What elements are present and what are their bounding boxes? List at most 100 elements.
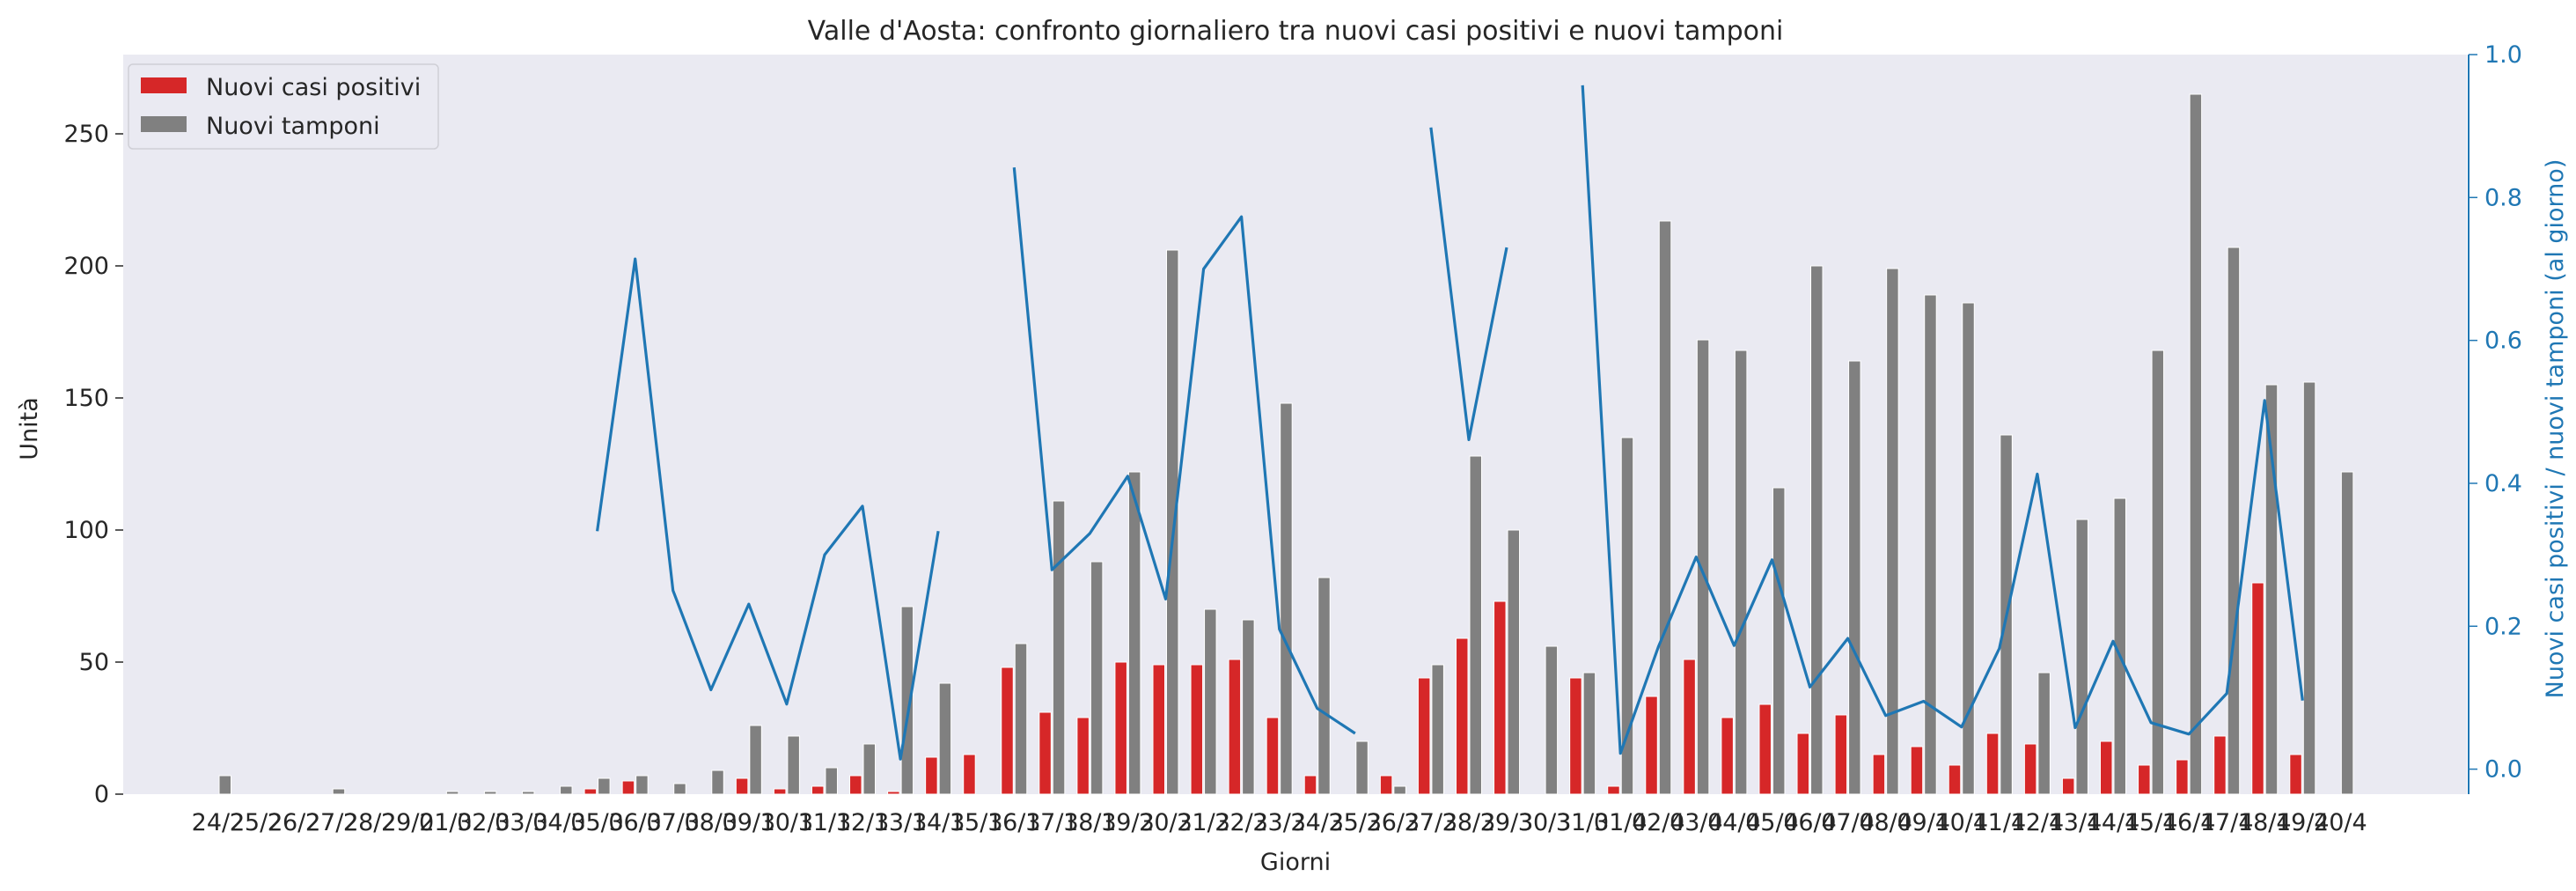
bar-positivi-28/3 <box>1455 637 1469 795</box>
legend-box <box>128 63 439 150</box>
legend-swatch-tamponi <box>141 116 187 132</box>
y2tick-label-0.6: 0.6 <box>2484 328 2522 355</box>
y2tick-label-0.8: 0.8 <box>2484 184 2522 211</box>
bar-tamponi-11/3 <box>825 767 838 795</box>
bar-tamponi-26/3 <box>1393 785 1406 795</box>
bar-positivi-07/4 <box>1834 714 1848 795</box>
bar-tamponi-08/4 <box>1886 268 1899 795</box>
bar-tamponi-03/3 <box>521 791 535 795</box>
bar-tamponi-13/4 <box>2075 519 2088 795</box>
bar-positivi-24/3 <box>1303 775 1317 795</box>
xtick-label-17/3: 17/3 <box>1025 809 1079 836</box>
bar-positivi-18/4 <box>2251 582 2264 795</box>
bar-positivi-06/3 <box>621 780 635 795</box>
xtick-label-07/3: 07/3 <box>646 809 700 836</box>
bar-tamponi-29/3 <box>1507 529 1521 795</box>
bar-positivi-22/3 <box>1228 659 1242 795</box>
bar-positivi-17/4 <box>2213 735 2227 795</box>
bar-tamponi-21/3 <box>1204 608 1217 795</box>
xtick-label-05/3: 05/3 <box>570 809 624 836</box>
xtick-label-01/4: 01/4 <box>1594 809 1648 836</box>
xtick-label-10/3: 10/3 <box>760 809 814 836</box>
ytick-label-250: 250 <box>63 121 109 148</box>
bar-tamponi-05/3 <box>598 777 611 795</box>
y2tick-label-0.0: 0.0 <box>2484 756 2522 784</box>
xtick-label-15/3: 15/3 <box>950 809 1003 836</box>
xtick-label-20/4: 20/4 <box>2314 809 2367 836</box>
bar-positivi-13/3 <box>887 791 900 795</box>
xtick-label-01/3: 01/3 <box>419 809 473 836</box>
xtick-label-09/4: 09/4 <box>1897 809 1950 836</box>
xtick-label-16/3: 16/3 <box>987 809 1041 836</box>
bar-tamponi-20/3 <box>1166 249 1179 795</box>
bar-tamponi-07/4 <box>1848 360 1861 795</box>
x-axis-label: Giorni <box>1260 849 1331 876</box>
y2tick-label-1.0: 1.0 <box>2484 41 2522 69</box>
ytick-label-150: 150 <box>63 385 109 412</box>
bar-tamponi-04/3 <box>560 785 573 795</box>
bar-tamponi-01/4 <box>1620 437 1634 795</box>
xtick-label-03/3: 03/3 <box>495 809 548 836</box>
bar-tamponi-06/4 <box>1810 265 1824 795</box>
xtick-label-27/2: 27/2 <box>305 809 359 836</box>
xtick-label-28/3: 28/3 <box>1442 809 1496 836</box>
bar-tamponi-05/4 <box>1772 487 1786 795</box>
bar-tamponi-01/3 <box>445 791 459 795</box>
bar-tamponi-19/3 <box>1127 471 1141 795</box>
bar-tamponi-09/4 <box>1924 294 1937 795</box>
xtick-label-11/3: 11/3 <box>798 809 852 836</box>
legend-label-positivi: Nuovi casi positivi <box>206 74 421 101</box>
bar-positivi-09/4 <box>1910 746 1924 795</box>
bar-tamponi-10/4 <box>1962 302 1975 795</box>
xtick-label-13/4: 13/4 <box>2049 809 2103 836</box>
bar-tamponi-22/3 <box>1242 619 1255 795</box>
bar-positivi-11/3 <box>811 785 825 795</box>
xtick-label-14/3: 14/3 <box>912 809 965 836</box>
xtick-label-31/3: 31/3 <box>1556 809 1610 836</box>
xtick-label-30/3: 30/3 <box>1518 809 1572 836</box>
bar-positivi-12/4 <box>2023 743 2037 795</box>
bar-tamponi-18/3 <box>1090 561 1104 795</box>
bar-positivi-16/3 <box>1001 666 1014 795</box>
bar-positivi-19/3 <box>1114 661 1127 795</box>
xtick-label-27/3: 27/3 <box>1405 809 1458 836</box>
legend: Nuovi casi positivi Nuovi tamponi <box>128 63 439 150</box>
y-axis-label: Unità <box>16 397 43 460</box>
bar-positivi-02/4 <box>1645 696 1658 795</box>
bar-tamponi-12/4 <box>2037 672 2051 795</box>
bar-tamponi-25/3 <box>1355 740 1369 795</box>
ytick-label-50: 50 <box>79 649 109 676</box>
bar-positivi-15/4 <box>2138 764 2151 795</box>
y-axis-right: 0.0 0.2 0.4 0.6 0.8 1.0 <box>2469 41 2522 784</box>
xtick-label-10/4: 10/4 <box>1934 809 1988 836</box>
bar-positivi-14/4 <box>2100 740 2113 795</box>
xtick-label-02/4: 02/4 <box>1632 809 1685 836</box>
bar-positivi-17/3 <box>1038 711 1052 795</box>
bar-tamponi-10/3 <box>787 735 800 795</box>
bar-positivi-21/3 <box>1190 664 1204 795</box>
bar-tamponi-09/3 <box>749 725 762 795</box>
bar-tamponi-07/3 <box>673 783 686 795</box>
bar-positivi-06/4 <box>1796 733 1810 795</box>
bar-positivi-10/4 <box>1948 764 1962 795</box>
ytick-label-100: 100 <box>63 517 109 544</box>
bar-tamponi-17/3 <box>1052 500 1066 795</box>
bar-tamponi-16/4 <box>2189 93 2203 795</box>
xtick-label-29/2: 29/2 <box>381 809 435 836</box>
ytick-label-0: 0 <box>94 781 109 808</box>
xtick-label-07/4: 07/4 <box>1821 809 1875 836</box>
y-axis-left: 0 50 100 150 200 250 <box>63 121 123 808</box>
bar-positivi-09/3 <box>735 777 749 795</box>
xtick-label-05/4: 05/4 <box>1745 809 1799 836</box>
ytick-label-200: 200 <box>63 253 109 280</box>
bar-tamponi-31/3 <box>1582 672 1596 795</box>
chart-title: Valle d'Aosta: confronto giornaliero tra… <box>808 16 1784 47</box>
bar-tamponi-24/3 <box>1317 577 1331 795</box>
bar-tamponi-06/3 <box>635 775 649 795</box>
bar-positivi-20/3 <box>1152 664 1165 795</box>
bar-tamponi-08/3 <box>711 770 724 795</box>
xtick-label-06/4: 06/4 <box>1783 809 1837 836</box>
xtick-label-04/3: 04/3 <box>532 809 586 836</box>
bar-positivi-05/3 <box>583 788 598 795</box>
